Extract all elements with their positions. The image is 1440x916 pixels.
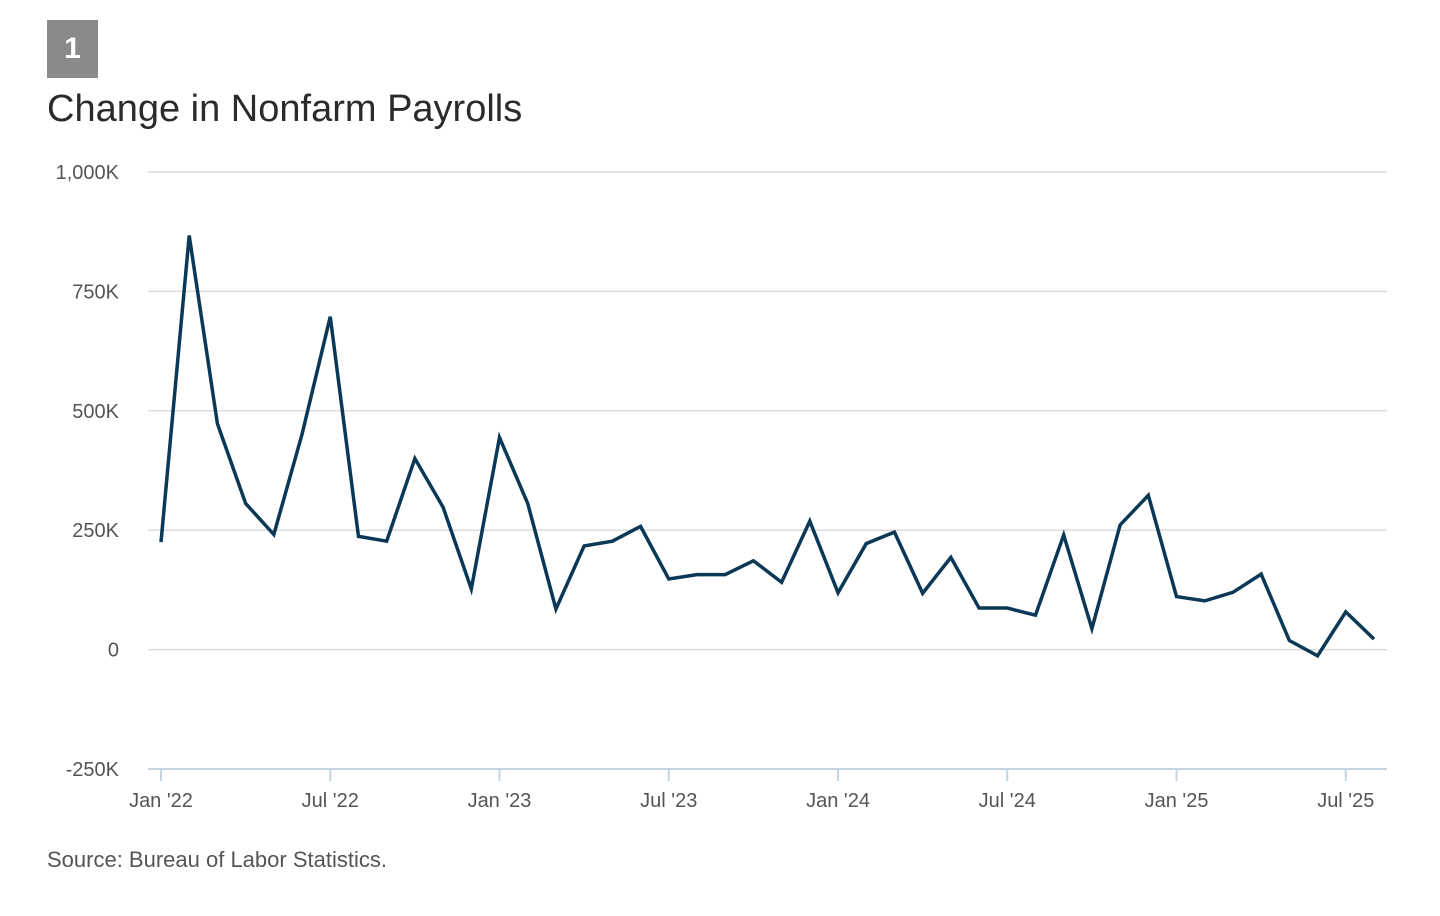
y-tick-label: 1,000K [56,162,120,184]
x-tick-label: Jan '23 [468,790,532,812]
x-tick-label: Jan '24 [806,790,870,812]
gridlines [148,171,1387,651]
x-tick-label: Jul '25 [1317,790,1374,812]
x-axis [148,768,1387,781]
chart-title: Change in Nonfarm Payrolls [47,88,523,130]
payrolls-series-line [159,235,1376,659]
y-axis-labels: -250K 0 250K 500K 750K 1,000K [56,162,120,781]
x-tick-label: Jan '22 [129,790,193,812]
x-tick-label: Jan '25 [1145,790,1209,812]
x-tick-label: Jul '22 [302,790,359,812]
y-tick-label: 0 [108,640,119,662]
x-tick-label: Jul '23 [640,790,697,812]
chart-number-badge: 1 [47,20,98,78]
series-layer [159,235,1376,659]
y-tick-label: 250K [72,520,119,542]
y-tick-label: 500K [72,401,119,423]
source-note: Source: Bureau of Labor Statistics. [47,847,387,872]
x-axis-labels: Jan '22 Jul '22 Jan '23 Jul '23 Jan '24 Jul '… [129,790,1374,812]
x-tick-label: Jul '24 [979,790,1036,812]
y-tick-label: -250K [66,759,120,781]
y-tick-label: 750K [72,281,119,303]
